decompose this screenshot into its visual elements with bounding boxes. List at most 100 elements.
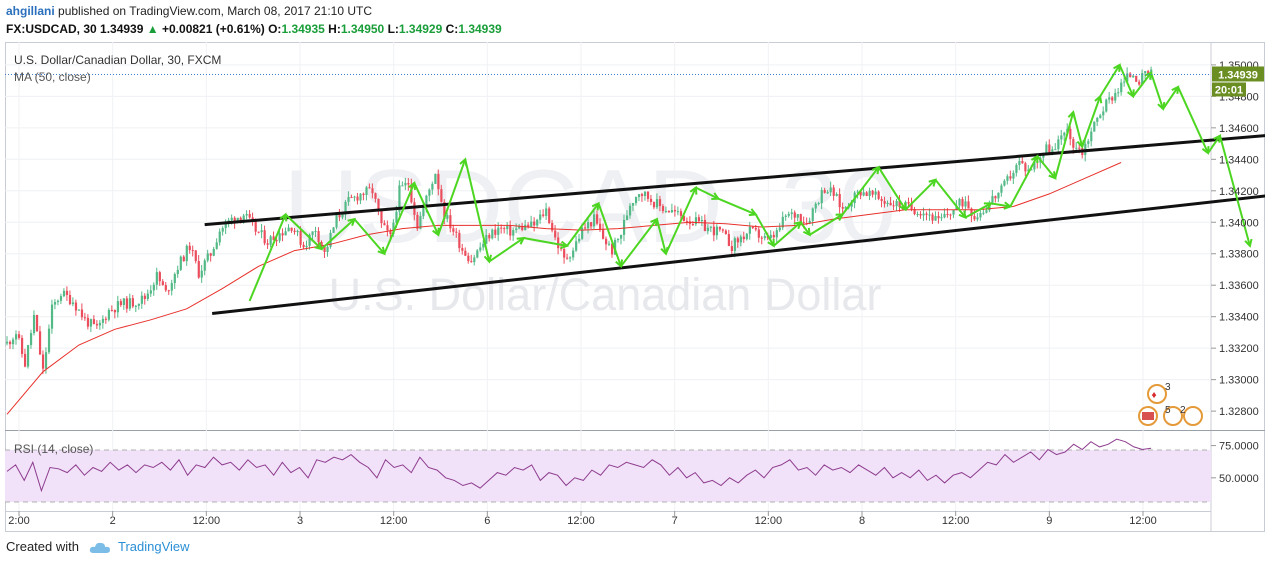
time-tick-label: 2:00	[8, 515, 29, 527]
candle-body	[221, 228, 224, 232]
time-tick-label: 12:00	[380, 515, 408, 527]
candle-body	[17, 334, 21, 338]
candle-body	[407, 182, 410, 185]
candle-body	[164, 285, 167, 291]
candle-body	[1003, 180, 1006, 186]
arrow-segment	[904, 179, 937, 211]
candle-body	[194, 250, 197, 262]
candle-body	[1123, 81, 1126, 83]
candle-body	[581, 227, 584, 239]
candle-body	[344, 201, 347, 215]
created-with-text: Created with	[6, 539, 79, 554]
candle-body	[646, 191, 650, 199]
candle-body	[889, 202, 892, 206]
candle-body	[464, 250, 467, 256]
ma-legend[interactable]: MA (50, close)	[14, 70, 91, 84]
symbol-label[interactable]: FX:USDCAD, 30	[6, 22, 97, 36]
candle-body	[865, 192, 868, 196]
price-tick-label: 1.33000	[1219, 375, 1259, 387]
candle-body	[278, 233, 281, 241]
arrow-segment	[773, 221, 802, 247]
candle-body	[892, 205, 895, 207]
candle-body	[290, 227, 293, 231]
candle-body	[473, 257, 476, 263]
candle-body	[922, 213, 925, 216]
price-tag: 1.34939 20:01	[1212, 66, 1264, 97]
candle-body	[673, 210, 677, 212]
arrow-head	[1213, 133, 1222, 143]
candle-body	[539, 214, 542, 220]
candle-body	[709, 226, 713, 228]
candle-body	[946, 213, 949, 215]
candle-body	[814, 203, 817, 209]
ma-line	[6, 162, 1122, 415]
arrow-head	[560, 240, 570, 250]
arrow-segment	[320, 218, 356, 250]
candle-body	[296, 230, 299, 233]
candle-body	[440, 189, 443, 203]
candle-body	[739, 236, 742, 243]
arrow-segment	[464, 159, 491, 262]
candle-body	[778, 227, 781, 231]
candle-body	[395, 211, 398, 223]
candle-body	[1117, 92, 1120, 94]
arrow-segment	[717, 197, 757, 216]
rsi-legend[interactable]: RSI (14, close)	[14, 442, 93, 456]
candle-body	[248, 214, 251, 218]
candle-body	[554, 230, 557, 238]
candle-body	[386, 225, 389, 231]
candle-body	[212, 248, 215, 256]
economic-events[interactable]: ♦ 3 5 2	[1138, 382, 1203, 426]
candle-body	[694, 217, 698, 225]
candle-body	[125, 298, 128, 309]
candle-body	[593, 214, 596, 227]
price-tick-label: 1.33400	[1219, 312, 1259, 324]
candle-body	[811, 208, 814, 221]
canada-flag-icon[interactable]	[1147, 384, 1167, 404]
candle-body	[913, 209, 916, 215]
candle-body	[757, 229, 760, 238]
tradingview-link[interactable]: TradingView	[118, 539, 190, 554]
candle-body	[976, 217, 979, 220]
candle-body	[727, 234, 730, 247]
candle-body	[242, 215, 245, 221]
candle-body	[122, 298, 126, 305]
candle-body	[266, 243, 269, 245]
uk-flag-icon[interactable]	[1183, 406, 1203, 426]
candle-body	[263, 230, 266, 244]
candle-body	[383, 223, 386, 226]
chart-canvas[interactable]: USDCAD, 30 U.S. Dollar/Canadian Dollar 1…	[5, 42, 1265, 532]
candle-body	[931, 214, 934, 221]
candle-body	[71, 302, 75, 305]
candle-body	[643, 191, 647, 196]
candle-body	[760, 237, 763, 239]
candle-body	[311, 231, 314, 235]
arrow-head	[483, 254, 493, 264]
candle-body	[80, 309, 84, 318]
candle-body	[203, 260, 206, 271]
us-flag-icon-2[interactable]	[1163, 406, 1183, 426]
arrow-segment	[1118, 64, 1135, 97]
arrow-head	[871, 165, 880, 175]
trend-channel	[204, 134, 1265, 316]
candle-body	[640, 194, 644, 196]
candle-body	[497, 227, 500, 235]
candle-body	[566, 257, 569, 259]
candle-body	[676, 211, 680, 213]
arrow-segment	[990, 202, 1011, 208]
candle-body	[1141, 73, 1144, 85]
author-link[interactable]: ahgillani	[6, 4, 55, 18]
chart-frame[interactable]: USDCAD, 30 U.S. Dollar/Canadian Dollar 1…	[5, 42, 1265, 532]
symbol-info: FX:USDCAD, 30 1.34939 ▲ +0.00821 (+0.61%…	[6, 22, 502, 36]
candle-body	[808, 220, 811, 224]
candle-body	[536, 219, 539, 226]
footer: Created with TradingView	[6, 539, 190, 554]
candle-body	[1009, 176, 1012, 179]
candle-body	[98, 322, 102, 326]
change-up-icon: ▲	[146, 22, 159, 36]
price-tick-label: 1.34600	[1219, 123, 1259, 135]
candle-body	[347, 197, 350, 202]
arrow-segment	[620, 218, 658, 267]
candle-body	[500, 227, 503, 229]
price-tick-label: 1.33200	[1219, 343, 1259, 355]
